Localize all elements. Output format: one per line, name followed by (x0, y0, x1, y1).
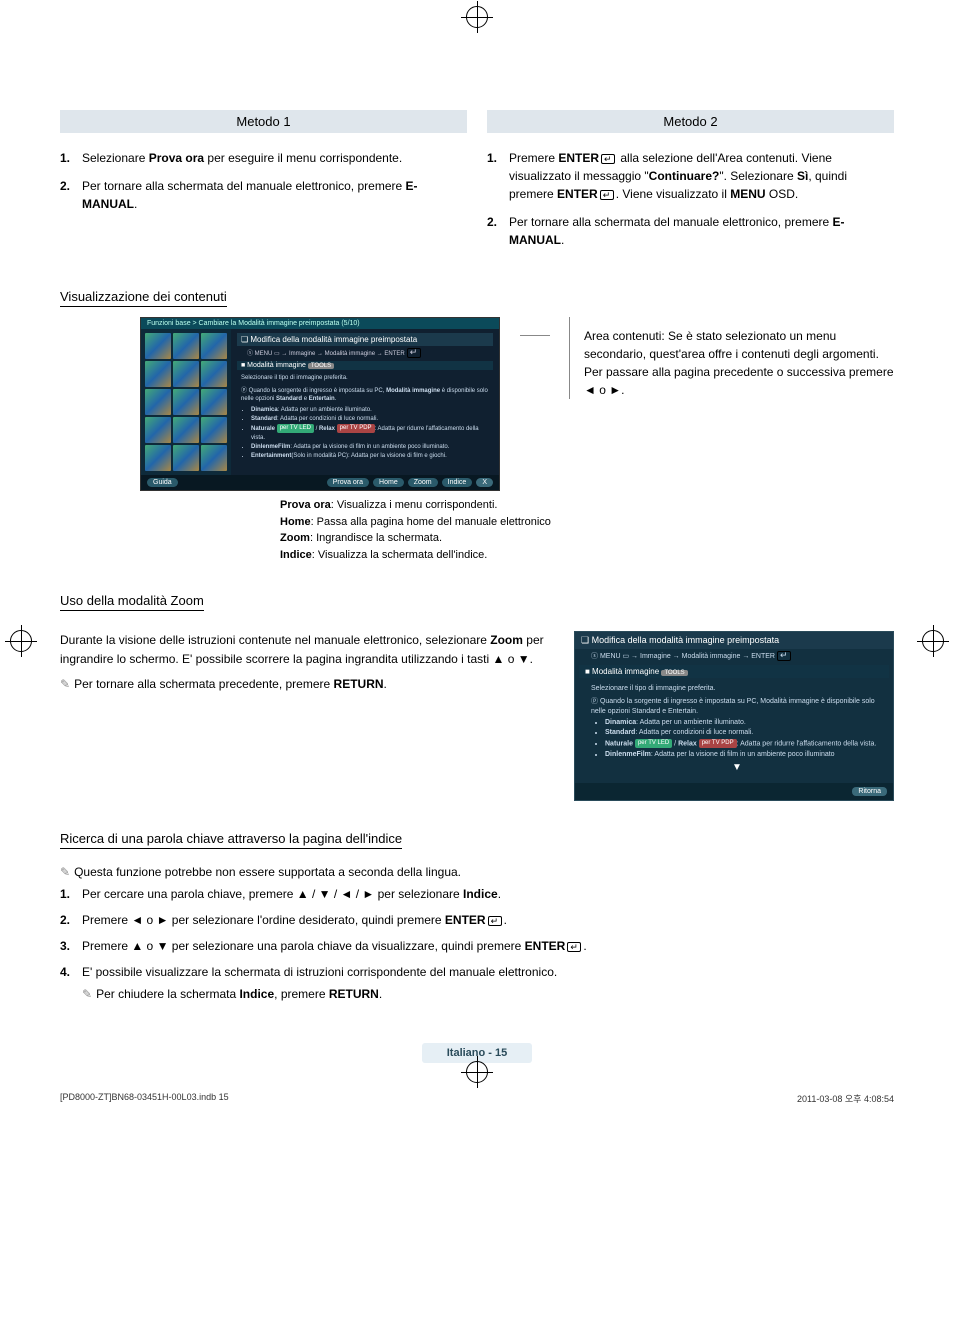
tv-btn-zoom[interactable]: Zoom (408, 478, 438, 487)
method-1-column: Metodo 1 1. Selezionare Prova ora per es… (60, 110, 467, 259)
enter-icon (601, 154, 615, 164)
method-1-header: Metodo 1 (60, 110, 467, 133)
method-2-header: Metodo 2 (487, 110, 894, 133)
tv-breadcrumb: Funzioni base > Cambiare la Modalità imm… (141, 318, 499, 329)
enter-icon (407, 348, 421, 358)
leader-line (520, 335, 550, 336)
scroll-down-icon: ▼ (591, 760, 883, 775)
registration-mark-left (10, 630, 32, 652)
enter-icon (488, 916, 502, 926)
tv-btn-close[interactable]: X (476, 478, 493, 487)
index-step-2: 2.Premere ◄ o ► per selezionare l'ordine… (60, 911, 894, 929)
registration-mark-right (922, 630, 944, 652)
tv-btn-indice[interactable]: Indice (442, 478, 473, 487)
section-title-view: Visualizzazione dei contenuti (60, 289, 227, 307)
enter-icon (567, 942, 581, 952)
area-contenuti-caption: Area contenuti: Se è stato selezionato u… (569, 317, 894, 399)
note-icon: ✎ (60, 865, 70, 879)
tv-content-panel: ❏ Modifica della modalità immagine preim… (231, 329, 499, 475)
index-note: ✎ Questa funzione potrebbe non essere su… (60, 865, 894, 879)
method-1-step-2: 2. Per tornare alla schermata del manual… (60, 177, 467, 213)
enter-icon (600, 190, 614, 200)
registration-mark-bottom (466, 1061, 488, 1083)
tv-btn-guida[interactable]: Guida (147, 478, 178, 487)
section-title-index: Ricerca di una parola chiave attraverso … (60, 831, 402, 849)
index-step-1: 1.Per cercare una parola chiave, premere… (60, 885, 894, 903)
zoom-screenshot-mock: ❏ Modifica della modalità immagine preim… (574, 631, 894, 801)
note-icon: ✎ (60, 675, 70, 694)
section-title-zoom: Uso della modalità Zoom (60, 593, 204, 611)
footer-filename: [PD8000-ZT]BN68-03451H-00L03.indb 15 (60, 1092, 229, 1105)
method-2-step-1: 1. Premere ENTER alla selezione dell'Are… (487, 149, 894, 203)
zoom-btn-return[interactable]: Ritorna (852, 787, 887, 796)
methods-row: Metodo 1 1. Selezionare Prova ora per es… (60, 110, 894, 259)
index-step-3: 3.Premere ▲ o ▼ per selezionare una paro… (60, 937, 894, 955)
tv-thumbnail-grid (141, 329, 231, 475)
registration-mark-top (466, 6, 488, 28)
note-icon: ✎ (82, 985, 92, 1003)
footer-timestamp: 2011-03-08 오후 4:08:54 (797, 1092, 894, 1105)
tv-captions: Prova ora: Visualizza i menu corrisponde… (280, 497, 894, 563)
method-1-step-1: 1. Selezionare Prova ora per eseguire il… (60, 149, 467, 167)
tv-screenshot-mock: Funzioni base > Cambiare la Modalità imm… (140, 317, 500, 491)
tv-btn-home[interactable]: Home (373, 478, 404, 487)
enter-icon (777, 651, 791, 661)
tv-btn-prova-ora[interactable]: Prova ora (327, 478, 369, 487)
method-2-step-2: 2. Per tornare alla schermata del manual… (487, 213, 894, 249)
index-step-4: 4. E' possibile visualizzare la schermat… (60, 963, 894, 1003)
method-2-column: Metodo 2 1. Premere ENTER alla selezione… (487, 110, 894, 259)
zoom-paragraph: Durante la visione delle istruzioni cont… (60, 631, 544, 695)
